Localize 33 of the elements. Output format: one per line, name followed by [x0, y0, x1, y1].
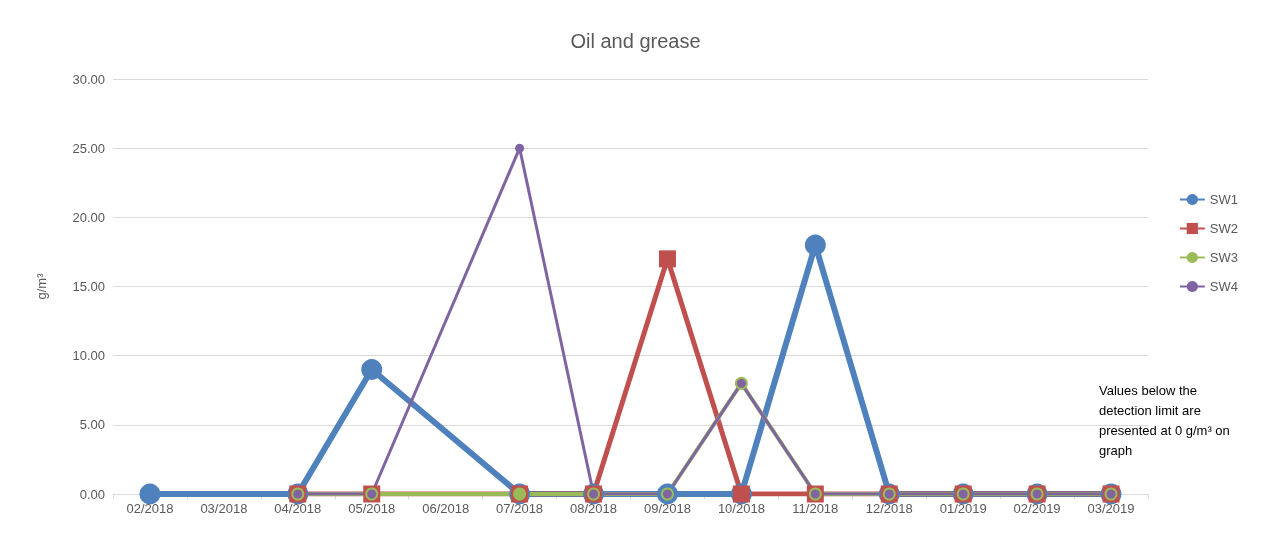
y-axis-title: g/m³ [34, 272, 49, 300]
x-tick-label: 11/2018 [792, 501, 839, 516]
point [515, 143, 525, 153]
x-tick-label: 12/2018 [865, 501, 913, 516]
x-tick-label: 06/2018 [422, 501, 470, 516]
x-tick-label: 05/2018 [348, 501, 396, 516]
y-tick-label: 20.00 [72, 209, 105, 225]
x-tick-label: 02/2019 [1013, 501, 1061, 516]
legend-label: SW4 [1209, 279, 1238, 294]
point [804, 234, 826, 256]
legend-label: SW3 [1209, 250, 1238, 265]
chart-title: Oil and grease [570, 30, 701, 52]
x-tick-label: 03/2018 [200, 501, 248, 516]
legend-label: SW2 [1209, 221, 1238, 236]
point [361, 359, 383, 380]
y-tick-label: 0.00 [79, 486, 105, 502]
x-tick-label: 10/2018 [717, 501, 765, 516]
y-tick-label: 30.00 [72, 71, 105, 87]
y-tick-label: 15.00 [72, 279, 105, 294]
x-tick-label: 01/2019 [939, 501, 987, 516]
x-tick-label: 04/2018 [274, 501, 322, 516]
x-tick-label: 07/2018 [496, 501, 544, 516]
x-tick-label: 08/2018 [570, 501, 618, 516]
y-tick-label: 10.00 [72, 348, 105, 364]
annotation: Values below the detection limit are presented at 0 g/m³ on graph [1099, 382, 1234, 458]
x-tick-label: 02/2018 [126, 501, 174, 516]
y-tick-label: 5.00 [79, 417, 105, 433]
y-tick-label: 25.00 [72, 140, 105, 156]
x-tick-label: 09/2018 [643, 501, 691, 516]
point [658, 250, 676, 268]
legend-label: SW1 [1209, 192, 1238, 207]
point [139, 483, 161, 505]
x-tick-label: 03/2019 [1087, 501, 1135, 516]
